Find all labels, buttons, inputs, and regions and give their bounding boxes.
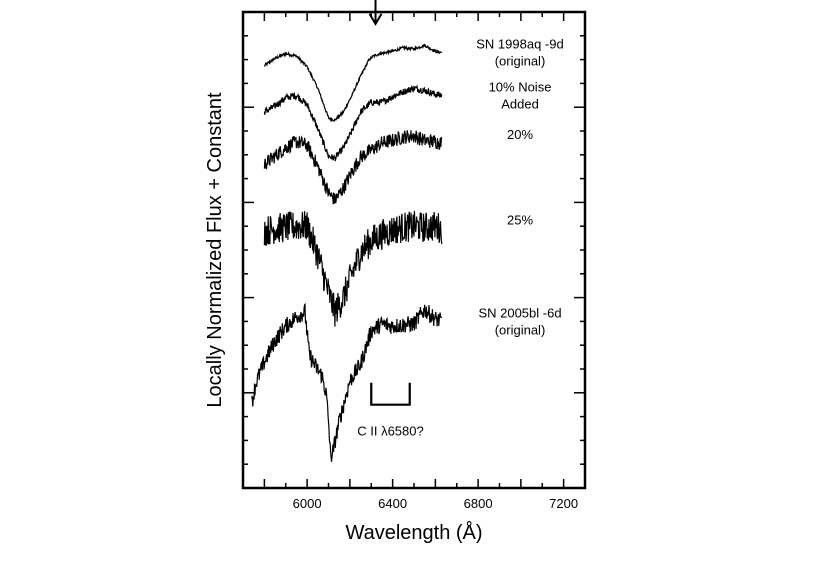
x-axis-title: Wavelength (Å) [345, 521, 482, 544]
series-line-1 [263, 84, 443, 162]
x-tick-label: 6000 [293, 496, 322, 511]
axis-ticks [242, 11, 586, 489]
y-axis-title: Locally Normalized Flux + Constant [204, 92, 226, 408]
cii-bracket [370, 382, 411, 406]
x-tick-label: 6400 [378, 496, 407, 511]
series-label: SN 1998aq -9d [476, 36, 563, 51]
series-line-4 [251, 302, 443, 462]
series-label: SN 2005bl -6d [478, 305, 561, 320]
series-label: Added [501, 96, 539, 111]
series-label: 20% [507, 127, 533, 142]
series-line-0 [263, 43, 443, 123]
series-lines [251, 43, 443, 462]
x-tick-label: 7200 [549, 496, 578, 511]
series-labels: SN 1998aq -9d (original) 10% Noise Added 20%… [476, 36, 563, 337]
series-label: (original) [495, 53, 546, 68]
series-label: (original) [495, 322, 546, 337]
series-label: 25% [507, 213, 533, 228]
x-tick-labels: 6000 6400 6800 7200 [293, 496, 578, 511]
series-line-2 [263, 130, 443, 205]
series-label: 10% Noise [489, 79, 552, 94]
cii-label: C II λ6580? [357, 424, 424, 439]
x-tick-label: 6800 [464, 496, 493, 511]
arrow-head-icon [368, 13, 383, 26]
series-line-3 [263, 210, 443, 327]
annotations: C II λ6580? [357, 0, 424, 439]
